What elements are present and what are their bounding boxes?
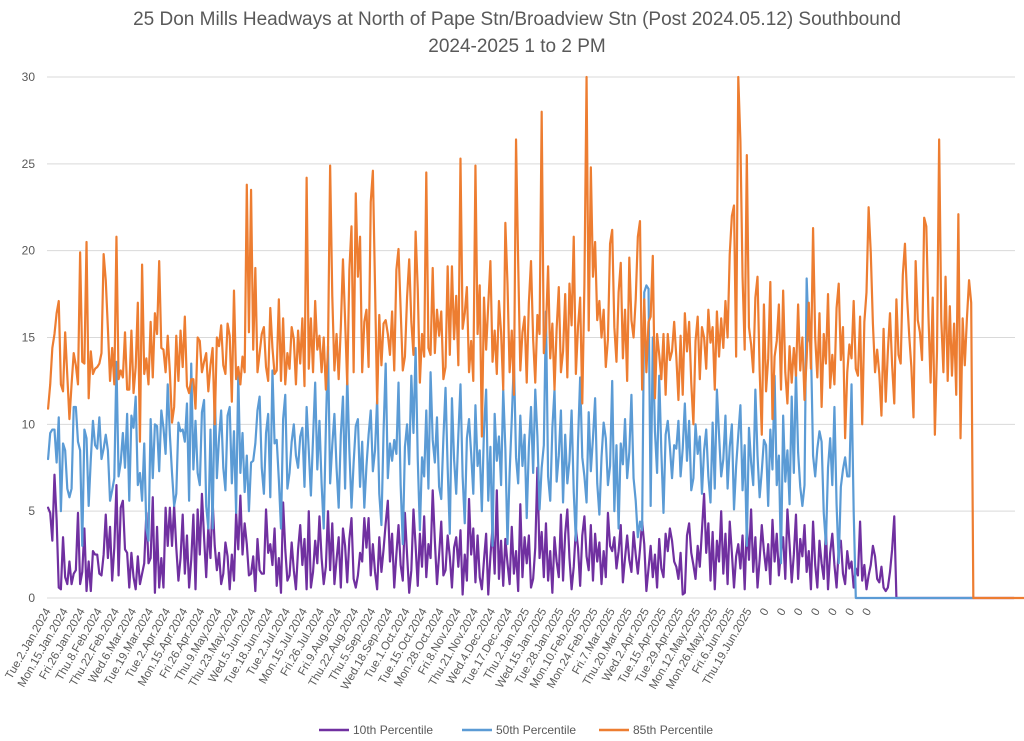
x-axis: Tue.2.Jan.2024Mon.15.Jan.2024Fri.26.Jan.…: [4, 606, 875, 692]
series-line-50th-percentile: [46, 277, 975, 600]
x-tick-label: 0: [826, 607, 840, 619]
y-tick-label: 5: [28, 504, 35, 518]
x-tick-label: 0: [844, 607, 858, 619]
x-tick-label: 0: [792, 607, 806, 619]
y-axis: 0 5 10 15 20 25 30: [22, 70, 36, 605]
legend-item-10th: 10th Percentile: [319, 723, 433, 737]
series-lines: [46, 75, 1024, 600]
series-line-10th-percentile: [46, 466, 1016, 600]
y-tick-label: 10: [22, 417, 36, 431]
chart-title: 25 Don Mills Headways at North of Pape S…: [133, 9, 901, 30]
x-tick-label: 0: [775, 607, 789, 619]
y-tick-label: 25: [22, 157, 36, 171]
legend: 10th Percentile 50th Percentile 85th Per…: [319, 723, 713, 737]
y-tick-label: 20: [22, 244, 36, 258]
x-tick-label: 0: [861, 607, 875, 619]
legend-item-50th: 50th Percentile: [462, 723, 576, 737]
y-tick-label: 15: [22, 331, 36, 345]
legend-label-85th: 85th Percentile: [633, 723, 713, 737]
legend-label-50th: 50th Percentile: [496, 723, 576, 737]
x-tick-label: 0: [758, 607, 772, 619]
x-tick-label: 0: [809, 607, 823, 619]
legend-label-10th: 10th Percentile: [353, 723, 433, 737]
legend-item-85th: 85th Percentile: [599, 723, 713, 737]
series-line-85th-percentile: [46, 75, 1024, 600]
chart-subtitle: 2024-2025 1 to 2 PM: [428, 36, 605, 57]
y-tick-label: 0: [28, 591, 35, 605]
y-tick-label: 30: [22, 70, 36, 84]
